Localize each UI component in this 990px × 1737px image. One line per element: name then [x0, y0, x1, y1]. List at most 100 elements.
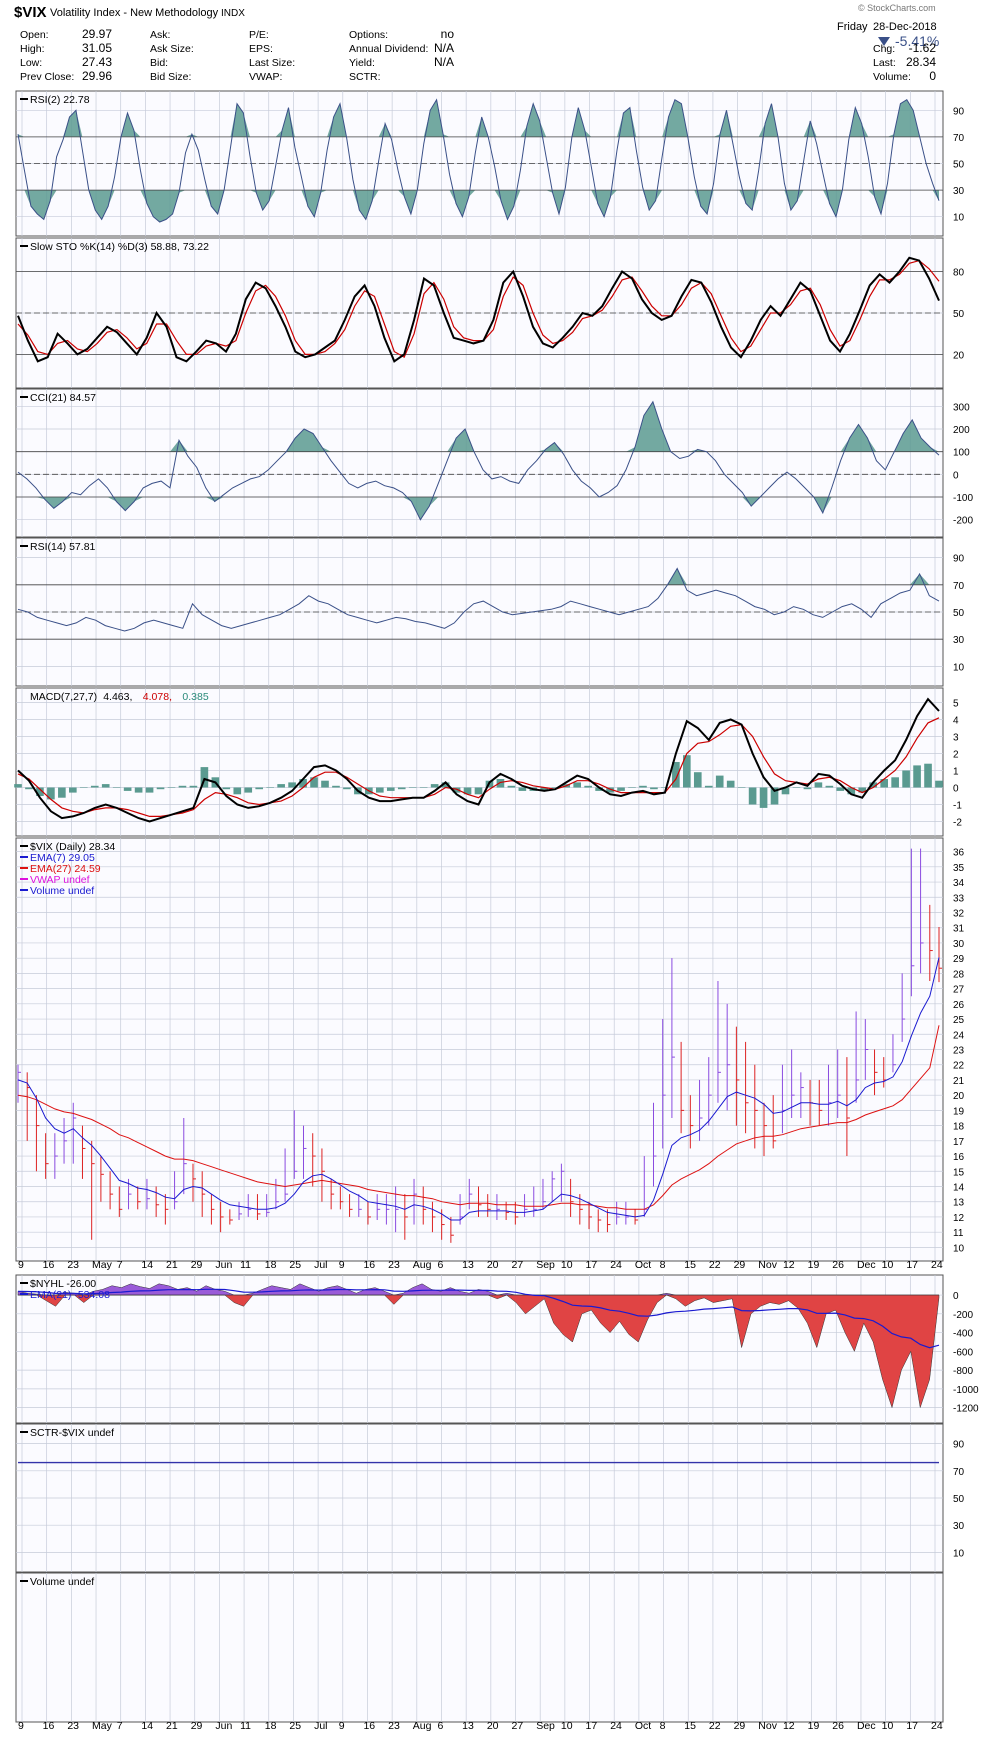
price-bar	[514, 1201, 519, 1225]
panel-frame	[15, 687, 944, 837]
macd-histogram-bar	[518, 787, 527, 791]
x-tick-label: 13	[462, 1259, 474, 1271]
symbol-name: Volatility Index - New Methodology	[50, 7, 219, 19]
x-tick-label: 12	[783, 1720, 795, 1732]
price-bar	[81, 1125, 86, 1179]
sto-k-line	[17, 256, 940, 363]
macd-histogram-bar	[145, 787, 154, 793]
price-bar	[146, 1178, 150, 1210]
price-bar	[385, 1194, 390, 1225]
macd-histogram-bar	[343, 787, 351, 790]
x-tick-label: 12	[783, 1259, 795, 1271]
quote-label: Last Size:	[249, 57, 295, 69]
y-tick-label: 23	[953, 1046, 965, 1057]
price-bar	[551, 1171, 556, 1202]
y-tick-label: 70	[953, 581, 965, 592]
quote-label: Options:	[349, 29, 388, 41]
macd-histogram-bar	[836, 787, 845, 791]
price-bar	[431, 1201, 436, 1233]
y-tick-label: 50	[953, 1494, 965, 1505]
macd-histogram-bar	[332, 785, 340, 788]
y-tick-label: 14	[953, 1183, 965, 1194]
x-tick-label: 11	[240, 1259, 251, 1271]
y-tick-label: -1200	[953, 1404, 979, 1415]
macd-histogram-bar	[781, 787, 790, 795]
legend-label: 0.385	[182, 691, 208, 703]
macd-histogram-bar	[90, 785, 99, 788]
legend-label: $VIX (Daily) 28.34	[30, 841, 115, 853]
y-tick-label: 3	[953, 733, 959, 744]
macd-histogram-bar	[595, 787, 603, 791]
price-bar	[772, 1095, 777, 1149]
legend-label: 4.078,	[143, 691, 172, 703]
price-bar	[616, 1201, 620, 1225]
x-tick-label: 18	[265, 1720, 277, 1732]
x-tick-label: 29	[734, 1259, 746, 1271]
x-tick-label: 16	[43, 1259, 55, 1271]
y-tick-label: 22	[953, 1061, 965, 1072]
price-bar	[404, 1194, 408, 1240]
x-tick-label: Jul	[314, 1720, 327, 1732]
panel-sctr: 10 30 50 70 90 SCTR-$VIX undef	[15, 1423, 965, 1573]
panel-frame	[15, 1572, 944, 1723]
x-tick-label: 26	[832, 1720, 844, 1732]
macd-histogram-bar	[737, 787, 746, 788]
macd-histogram-bar	[639, 785, 647, 788]
price-bar	[938, 926, 942, 983]
x-tick-label: 17	[906, 1259, 918, 1271]
macd-histogram-bar	[189, 785, 198, 788]
x-tick-label: 16	[363, 1720, 375, 1732]
quote-label: High:	[20, 43, 45, 55]
quote-label: VWAP:	[249, 71, 282, 83]
macd-histogram-bar	[69, 787, 77, 793]
price-bar	[376, 1194, 381, 1220]
price-bar	[496, 1194, 500, 1220]
price-bar	[892, 1034, 896, 1073]
y-tick-label: 10	[953, 213, 965, 224]
macd-histogram-bar	[935, 780, 943, 788]
price-bar	[247, 1194, 252, 1217]
price-bar	[210, 1194, 215, 1225]
x-tick-label: 23	[388, 1720, 400, 1732]
day-text: Friday	[837, 21, 868, 33]
y-tick-label: 90	[953, 1440, 965, 1451]
macd-histogram-bar	[891, 777, 899, 788]
price-bar	[560, 1163, 565, 1202]
y-tick-label: -800	[953, 1366, 973, 1377]
macd-histogram-bar	[759, 787, 768, 808]
macd-histogram-bar	[430, 784, 439, 788]
overbought-fill	[18, 99, 939, 137]
date-axis: 9 16 23 May 7 14 21 29 Jun 11 18 25 Jul 9 16 23 Aug 6 13 20…	[18, 1259, 943, 1271]
legend-label: EMA(27) 24.59	[30, 863, 101, 875]
price-bar	[735, 1026, 740, 1126]
y-tick-label: 35	[953, 863, 965, 874]
panel-cci: -200 -100 0 100 200 300 CCI(21) 84.57	[15, 388, 973, 538]
price-bar	[542, 1178, 546, 1210]
pct-change: -5.41%	[895, 33, 939, 49]
price-bar	[137, 1186, 141, 1210]
price-bar	[929, 904, 933, 981]
macd-histogram-bar	[47, 787, 55, 800]
macd-histogram-bar	[408, 787, 417, 788]
price-bar	[422, 1186, 427, 1225]
price-bar	[478, 1186, 482, 1217]
legend-label: Volume undef	[30, 1576, 94, 1588]
x-tick-label: 18	[265, 1259, 277, 1271]
price-bar	[413, 1178, 418, 1225]
macd-histogram-bar	[715, 775, 724, 788]
price-bar	[745, 1041, 749, 1134]
legend-label: VWAP undef	[30, 874, 90, 886]
x-tick-label: 10	[561, 1259, 573, 1271]
price-bar	[533, 1186, 537, 1217]
price-bar	[192, 1163, 196, 1202]
rsi-line	[17, 98, 940, 223]
macd-histogram-bar	[606, 787, 614, 793]
x-tick-label: 7	[117, 1720, 123, 1732]
x-tick-label: 24	[931, 1259, 943, 1271]
x-tick-label: 15	[684, 1259, 696, 1271]
price-bar	[201, 1171, 206, 1217]
macd-histogram-bar	[288, 782, 296, 788]
macd-histogram-bar	[672, 762, 680, 788]
x-tick-label: 13	[462, 1720, 474, 1732]
price-bar	[109, 1171, 114, 1210]
